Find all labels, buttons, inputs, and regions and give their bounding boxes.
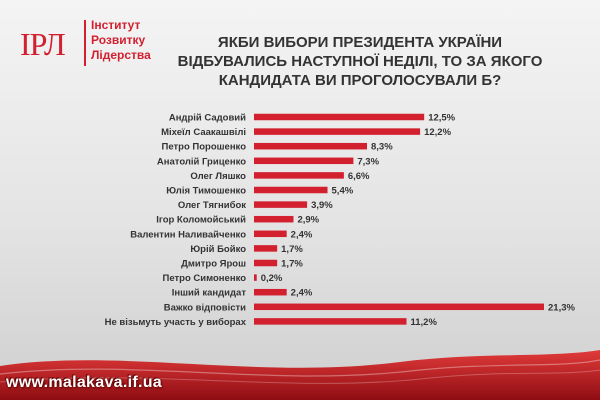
bar — [254, 245, 278, 252]
chart-title: ЯКБИ ВИБОРИ ПРЕЗИДЕНТА УКРАЇНИ ВІДБУВАЛИ… — [150, 33, 570, 90]
value-label: 7,3% — [357, 156, 379, 167]
value-label: 0,2% — [261, 273, 283, 284]
category-label: Петро Порошенко — [162, 142, 247, 153]
bar — [254, 113, 425, 121]
category-label: Важко відповісти — [164, 302, 246, 313]
bar — [254, 201, 308, 208]
category-label: Анатолій Гриценко — [157, 156, 246, 167]
logo-line-3: Лідерства — [91, 48, 151, 62]
category-label: Андрій Садовий — [169, 113, 246, 124]
value-label: 21,3% — [548, 302, 575, 313]
value-label: 12,2% — [424, 127, 451, 138]
value-label: 11,2% — [410, 317, 437, 328]
value-label: 1,7% — [281, 244, 303, 255]
logo-abbreviation: ІРЛ — [20, 26, 66, 62]
bar-chart: Андрій Садовий 12,5% Міхеїл Саакашвілі 12,2… — [105, 113, 576, 328]
logo-text: Інститут Розвитку Лідерства — [91, 18, 151, 63]
category-label: Петро Симоненко — [163, 273, 247, 284]
bar — [254, 274, 257, 281]
bar — [254, 215, 294, 223]
bar — [254, 318, 407, 325]
logo-divider — [84, 20, 86, 66]
bar — [254, 259, 278, 267]
value-label: 5,4% — [332, 186, 354, 197]
category-label: Міхеїл Саакашвілі — [161, 127, 246, 138]
bar — [254, 186, 328, 194]
chart-title-line-2: ВІДБУВАЛИСЬ НАСТУПНОЇ НЕДІЛІ, ТО ЗА ЯКОГ… — [177, 53, 543, 70]
value-label: 2,4% — [291, 229, 313, 240]
category-label: Інший кандидат — [172, 288, 247, 299]
logo-line-1: Інститут — [91, 18, 141, 32]
chart-title-line-3: КАНДИДАТА ВИ ПРОГОЛОСУВАЛИ Б? — [218, 72, 502, 89]
category-label: Валентин Наливайченко — [130, 229, 246, 240]
category-label: Олег Ляшко — [190, 171, 246, 182]
bar — [254, 303, 544, 311]
bar — [254, 288, 287, 296]
category-label: Юлія Тимошенко — [166, 186, 246, 197]
value-label: 6,6% — [348, 171, 370, 182]
chart-title-line-1: ЯКБИ ВИБОРИ ПРЕЗИДЕНТА УКРАЇНИ — [217, 34, 503, 51]
value-label: 2,4% — [291, 288, 313, 299]
decorative-wave-band — [0, 350, 600, 400]
value-label: 2,9% — [297, 215, 319, 226]
category-label: Дмитро Ярош — [181, 259, 246, 270]
watermark-url: www.malakava.if.ua — [6, 374, 162, 391]
value-label: 3,9% — [311, 200, 333, 211]
bar — [254, 230, 287, 238]
value-label: 8,3% — [371, 142, 393, 153]
category-label: Не візьмуть участь у виборах — [105, 317, 247, 328]
bar — [254, 172, 344, 179]
logo-line-2: Розвитку — [91, 33, 146, 47]
bar — [254, 157, 354, 165]
value-label: 1,7% — [281, 259, 303, 270]
value-label: 12,5% — [428, 113, 455, 124]
category-label: Юрій Бойко — [190, 244, 246, 255]
bar — [254, 128, 421, 135]
logo: ІРЛ Інститут Розвитку Лідерства — [14, 14, 174, 70]
bar — [254, 142, 368, 150]
category-label: Ігор Коломойський — [156, 215, 246, 226]
category-label: Олег Тягнибок — [178, 200, 246, 211]
